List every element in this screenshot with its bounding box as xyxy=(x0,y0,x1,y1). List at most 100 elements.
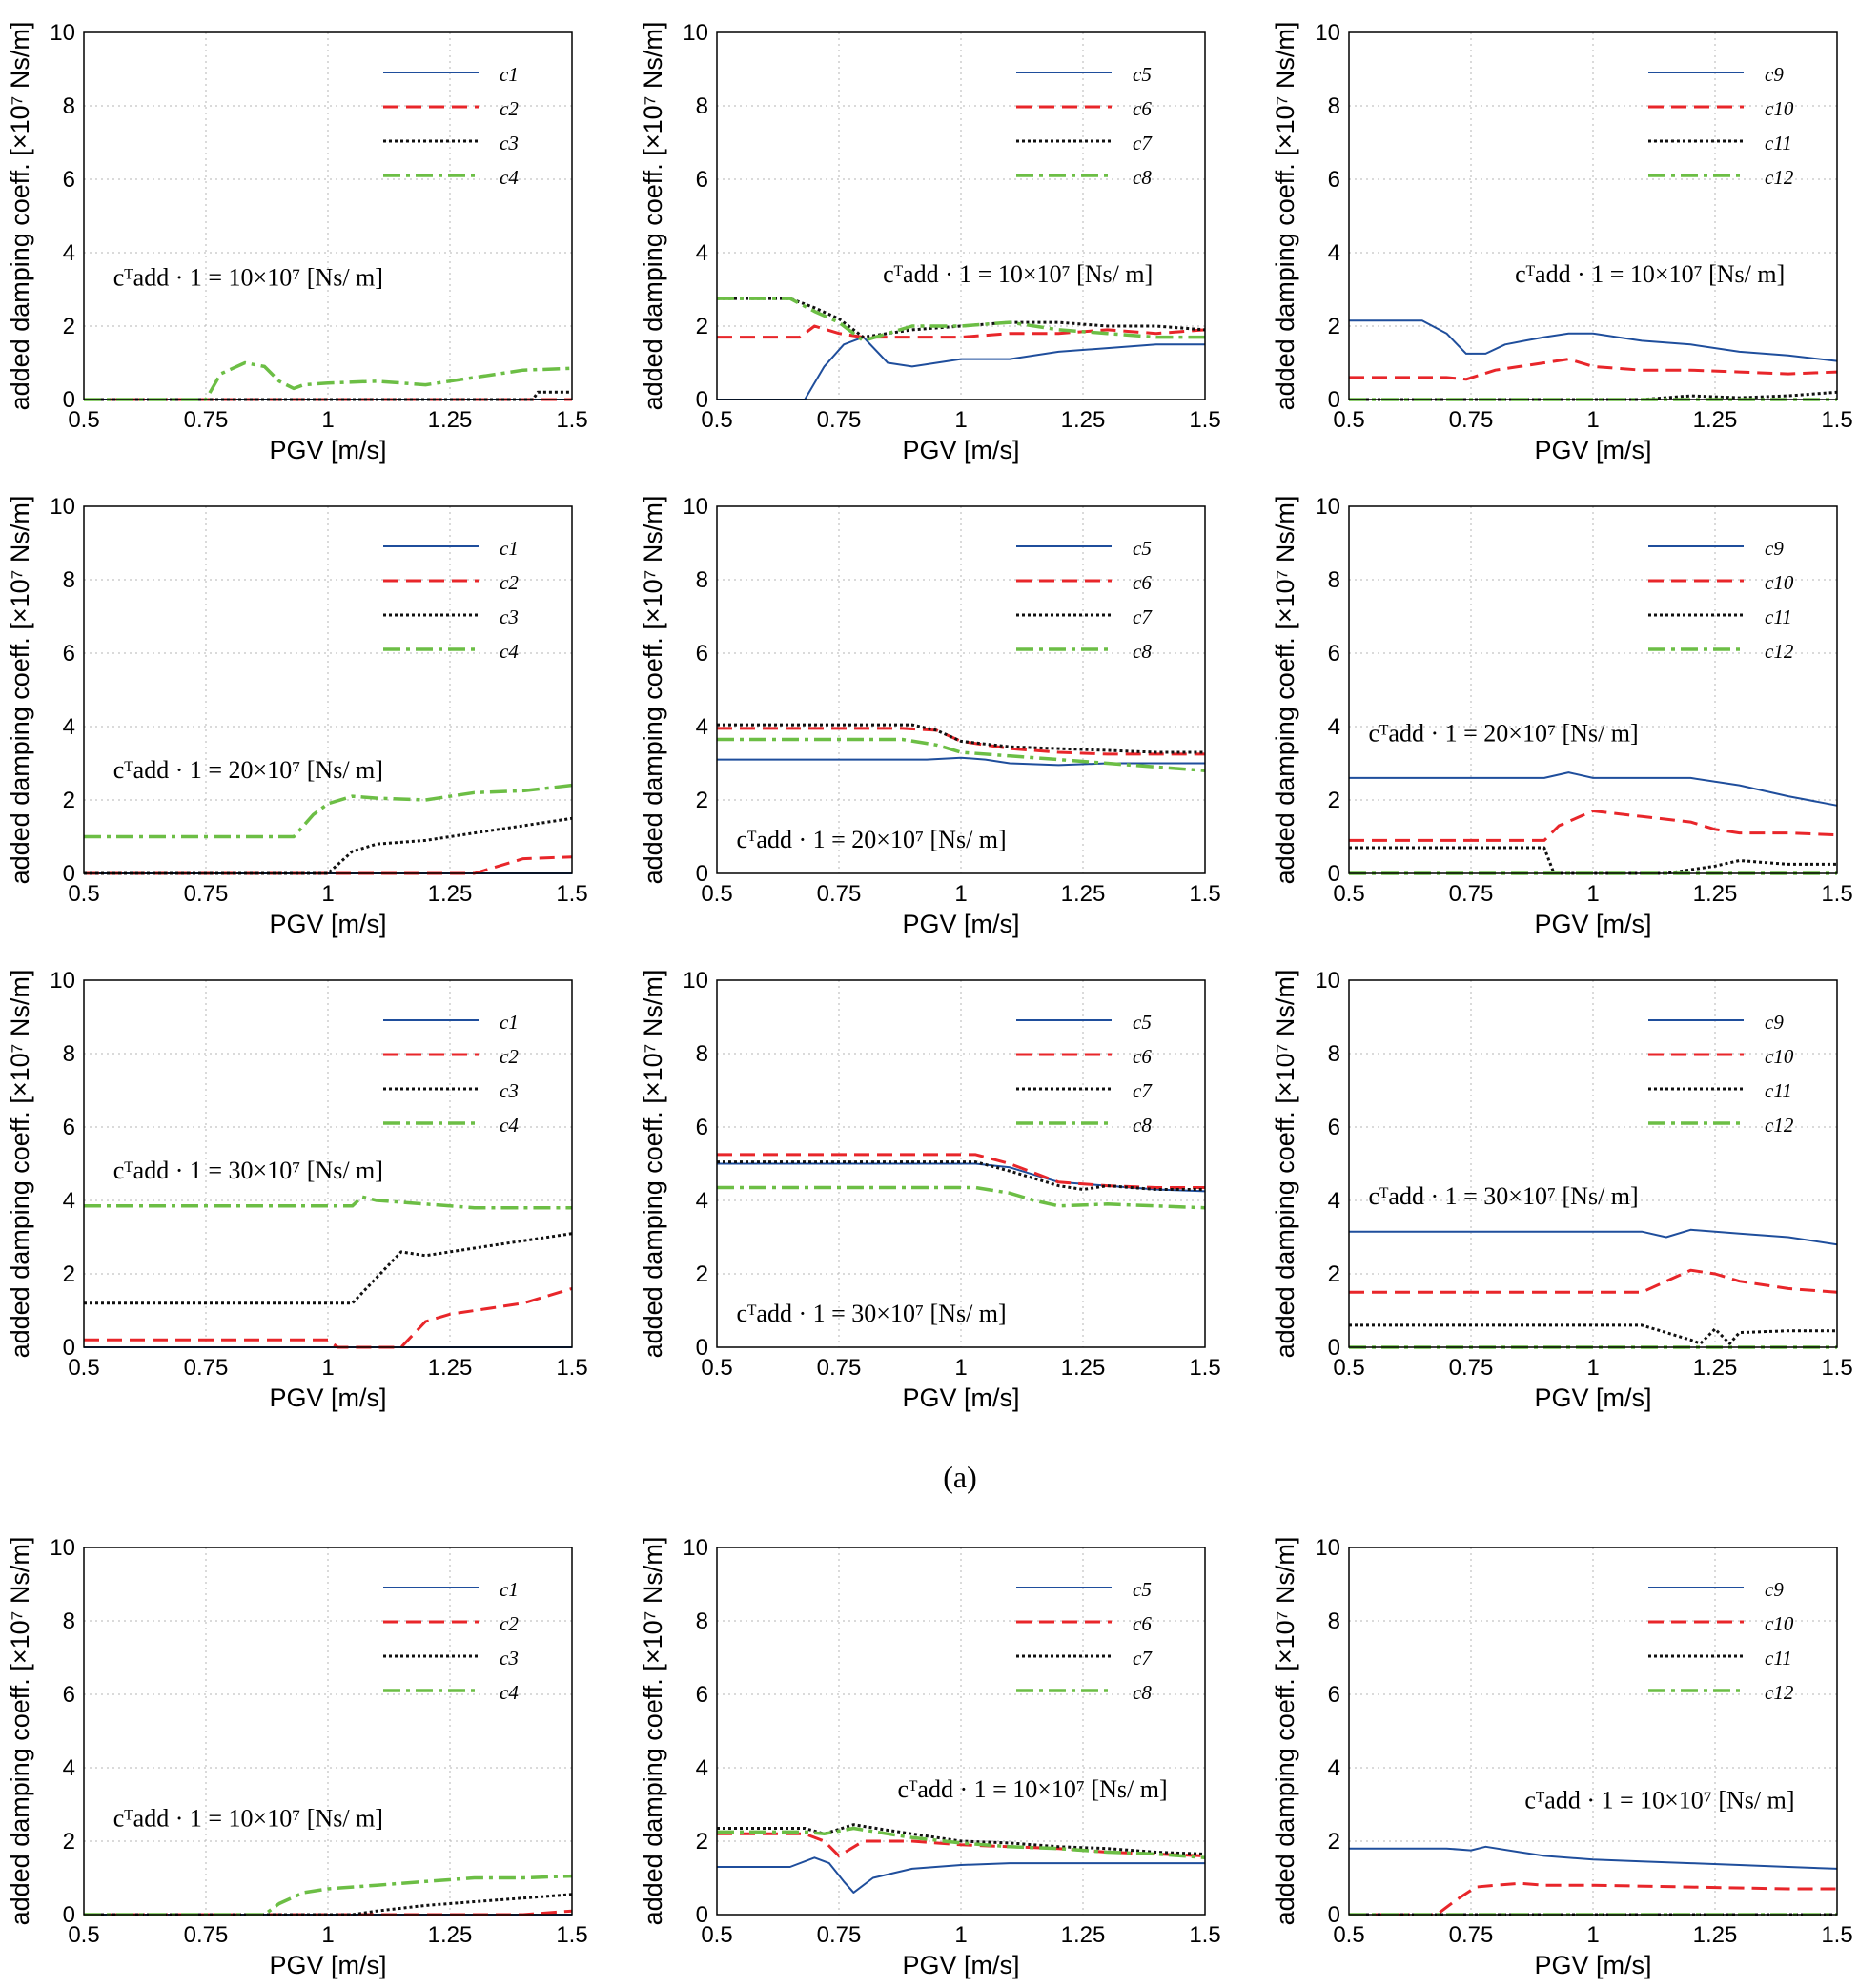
y-tick-label: 2 xyxy=(696,1261,708,1287)
y-tick-label: 10 xyxy=(1315,1535,1340,1561)
y-tick-label: 8 xyxy=(63,567,75,593)
x-tick-label: 0.5 xyxy=(68,407,99,433)
y-tick-label: 8 xyxy=(1328,567,1340,593)
x-axis-label: PGV [m/s] xyxy=(902,1383,1019,1412)
x-tick-label: 1.5 xyxy=(1189,1355,1220,1381)
y-tick-label: 0 xyxy=(1328,1335,1340,1361)
axes-frame xyxy=(1348,31,1838,400)
y-tick-label: 0 xyxy=(1328,861,1340,887)
y-tick-label: 8 xyxy=(696,567,708,593)
y-axis-label: added damping coeff. [×10⁷ Ns/m] xyxy=(1271,496,1299,885)
x-axis-label: PGV [m/s] xyxy=(269,1951,386,1979)
axes-frame xyxy=(83,979,573,1348)
series-line-c10 xyxy=(1349,358,1838,381)
series-line-c3 xyxy=(84,816,573,875)
y-tick-label: 2 xyxy=(696,1829,708,1855)
chart-panel-a-r3-c2: 0.5 0.75 1 1.25 1.5 0 2 4 6 8 10 PGV [m/s] added dam… xyxy=(639,968,1221,1412)
legend-label-c3: c3 xyxy=(500,1079,519,1102)
constraint-annotation: cᵀadd · 1 = 20×10⁷ [Ns/ m] xyxy=(736,826,1006,853)
axes-frame xyxy=(716,505,1206,874)
y-tick-label: 8 xyxy=(696,93,708,119)
x-tick-label: 1 xyxy=(954,881,967,907)
y-tick-label: 6 xyxy=(696,641,708,666)
chart-panel-a-r3-c3: 0.5 0.75 1 1.25 1.5 0 2 4 6 8 10 PGV [m/s] added dam… xyxy=(1271,968,1853,1412)
y-tick-label: 4 xyxy=(1328,1188,1340,1214)
y-axis-label: added damping coeff. [×10⁷ Ns/m] xyxy=(1271,970,1299,1359)
y-tick-label: 4 xyxy=(696,240,708,266)
y-tick-label: 0 xyxy=(63,861,75,887)
x-tick-label: 0.75 xyxy=(1449,407,1494,433)
constraint-annotation: cᵀadd · 1 = 20×10⁷ [Ns/ m] xyxy=(1368,719,1638,747)
legend-label-c2: c2 xyxy=(500,1045,519,1068)
x-tick-label: 0.5 xyxy=(68,1355,99,1381)
x-tick-label: 1 xyxy=(321,407,334,433)
y-tick-label: 10 xyxy=(50,494,75,520)
series-line-c4 xyxy=(84,783,573,839)
legend-label-c9: c9 xyxy=(1765,1578,1784,1601)
y-tick-label: 2 xyxy=(63,1829,75,1855)
x-tick-label: 1.5 xyxy=(556,407,587,433)
y-tick-label: 0 xyxy=(696,1902,708,1928)
y-tick-label: 0 xyxy=(1328,387,1340,413)
y-axis-label: added damping coeff. [×10⁷ Ns/m] xyxy=(6,22,34,411)
x-tick-label: 0.75 xyxy=(817,1922,862,1948)
y-tick-label: 6 xyxy=(63,1682,75,1708)
y-axis-label: added damping coeff. [×10⁷ Ns/m] xyxy=(639,1537,667,1926)
y-tick-label: 0 xyxy=(1328,1902,1340,1928)
y-tick-label: 4 xyxy=(63,714,75,740)
x-tick-label: 0.75 xyxy=(1449,1355,1494,1381)
x-axis-label: PGV [m/s] xyxy=(902,910,1019,938)
y-tick-label: 6 xyxy=(1328,641,1340,666)
x-tick-label: 0.75 xyxy=(817,1355,862,1381)
y-tick-label: 8 xyxy=(63,1041,75,1067)
x-tick-label: 0.5 xyxy=(68,1922,99,1948)
x-tick-label: 0.5 xyxy=(1333,881,1364,907)
y-tick-label: 10 xyxy=(683,968,708,994)
y-tick-label: 6 xyxy=(696,1115,708,1140)
y-axis-label: added damping coeff. [×10⁷ Ns/m] xyxy=(639,970,667,1359)
y-tick-label: 0 xyxy=(696,387,708,413)
constraint-annotation: cᵀadd · 1 = 10×10⁷ [Ns/ m] xyxy=(883,260,1153,288)
x-axis-label: PGV [m/s] xyxy=(269,1383,386,1412)
x-tick-label: 1.5 xyxy=(556,881,587,907)
y-tick-label: 4 xyxy=(1328,240,1340,266)
series-line-c4 xyxy=(84,1195,572,1210)
y-tick-label: 10 xyxy=(1315,20,1340,46)
x-tick-label: 1 xyxy=(1586,1355,1599,1381)
legend-label-c12: c12 xyxy=(1765,166,1794,189)
x-tick-label: 0.5 xyxy=(701,407,732,433)
legend-label-c12: c12 xyxy=(1765,1681,1794,1704)
legend-label-c8: c8 xyxy=(1133,166,1152,189)
x-tick-label: 1.5 xyxy=(1189,1922,1220,1948)
legend-label-c3: c3 xyxy=(500,132,519,154)
series-line-c2 xyxy=(84,855,573,875)
y-tick-label: 4 xyxy=(63,240,75,266)
legend-label-c7: c7 xyxy=(1133,1079,1153,1102)
series-line-c8 xyxy=(717,737,1206,772)
y-tick-label: 6 xyxy=(63,167,75,193)
series-line-c3 xyxy=(84,1232,573,1305)
series-line-c9 xyxy=(1349,319,1838,362)
series-line-c9 xyxy=(1349,1228,1838,1246)
series-line-c4 xyxy=(84,360,573,401)
y-tick-label: 6 xyxy=(696,167,708,193)
chart-panel-b-r1-c2: 0.5 0.75 1 1.25 1.5 0 2 4 6 8 10 PGV [m/s] added dam… xyxy=(639,1535,1221,1979)
series-line-c6 xyxy=(717,324,1206,339)
legend-label-c11: c11 xyxy=(1765,605,1792,628)
series-line-c8 xyxy=(717,1826,1206,1860)
chart-panel-a-r1-c3: 0.5 0.75 1 1.25 1.5 0 2 4 6 8 10 PGV [m/s] added dam… xyxy=(1271,20,1853,464)
legend-label-c6: c6 xyxy=(1133,571,1152,594)
series-line-c8 xyxy=(717,297,1205,343)
x-tick-label: 1.25 xyxy=(428,407,473,433)
x-axis-label: PGV [m/s] xyxy=(269,910,386,938)
y-tick-label: 2 xyxy=(1328,1829,1340,1855)
x-tick-label: 1.25 xyxy=(1061,1922,1106,1948)
y-tick-label: 4 xyxy=(696,1188,708,1214)
x-tick-label: 1.5 xyxy=(556,1922,587,1948)
x-tick-label: 1.5 xyxy=(1189,407,1220,433)
legend-label-c9: c9 xyxy=(1765,537,1784,560)
series-line-c11 xyxy=(1349,1323,1837,1345)
x-tick-label: 0.5 xyxy=(1333,1922,1364,1948)
constraint-annotation: cᵀadd · 1 = 10×10⁷ [Ns/ m] xyxy=(897,1775,1167,1803)
